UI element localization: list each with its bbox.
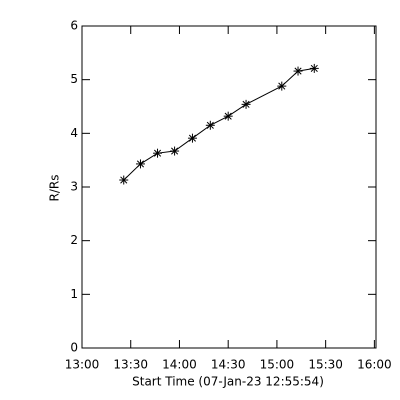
data-point xyxy=(119,175,129,185)
y-tick-label: 6 xyxy=(70,19,78,33)
marker-stroke xyxy=(136,160,145,168)
y-tick-label: 3 xyxy=(70,180,78,194)
data-point xyxy=(205,120,215,130)
data-point xyxy=(135,159,145,169)
x-tick-label: 15:30 xyxy=(308,358,343,372)
data-point xyxy=(241,99,251,109)
x-tick-label: 13:30 xyxy=(113,358,148,372)
marker-stroke xyxy=(153,149,162,157)
x-tick-label: 14:00 xyxy=(162,358,197,372)
x-tick-label: 14:30 xyxy=(211,358,246,372)
marker-stroke xyxy=(188,134,197,142)
marker-stroke xyxy=(206,121,214,129)
x-tick-label: 16:00 xyxy=(357,358,392,372)
y-tick-label: 2 xyxy=(70,233,78,247)
marker-stroke xyxy=(120,176,128,184)
marker-stroke xyxy=(171,147,179,155)
data-point xyxy=(153,148,163,158)
y-axis-label: R/Rs xyxy=(48,175,62,202)
y-tick-label: 4 xyxy=(70,126,78,140)
marker-stroke xyxy=(310,64,318,72)
y-tick-label: 1 xyxy=(70,287,78,301)
y-tick-label: 5 xyxy=(70,72,78,86)
x-tick-label: 15:00 xyxy=(260,358,295,372)
data-point xyxy=(170,146,180,156)
x-axis-label: Start Time (07-Jan-23 12:55:54) xyxy=(132,375,324,389)
x-tick-label: 13:00 xyxy=(65,358,100,372)
y-tick-label: 0 xyxy=(70,341,78,355)
data-point xyxy=(309,63,319,73)
marker-stroke xyxy=(242,100,250,108)
plot-frame xyxy=(81,25,377,349)
marker-stroke xyxy=(224,112,232,120)
data-point xyxy=(187,133,197,143)
marker-stroke xyxy=(278,82,286,90)
marker-stroke xyxy=(294,67,302,75)
series-line xyxy=(123,67,315,181)
data-point xyxy=(223,111,233,121)
data-point xyxy=(293,66,303,76)
data-point xyxy=(277,81,287,91)
